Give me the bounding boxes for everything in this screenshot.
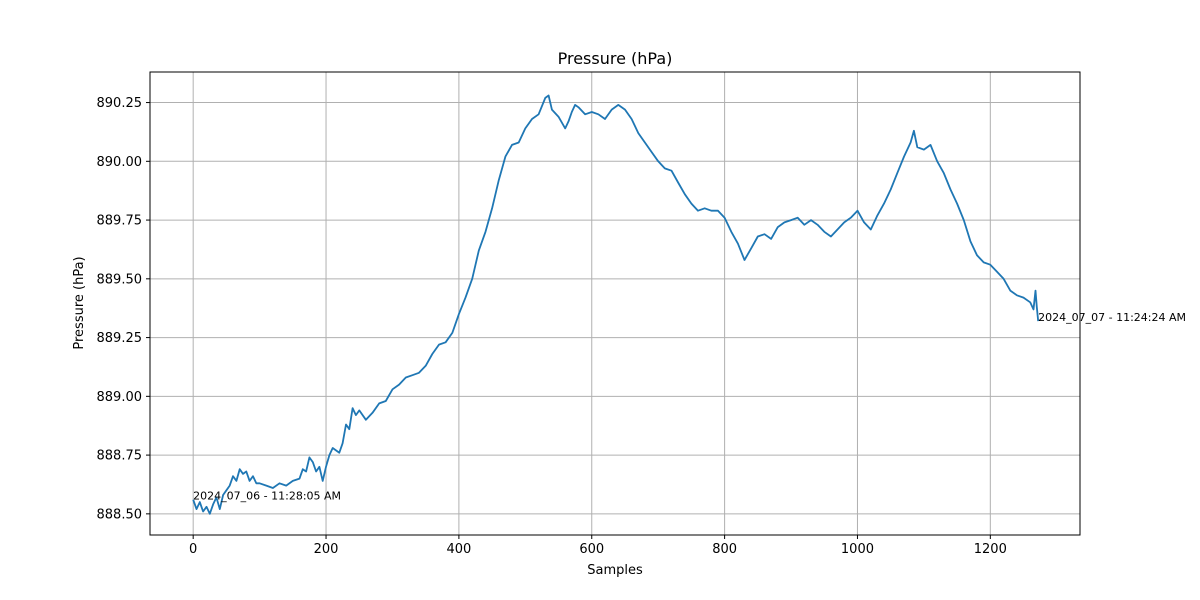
y-tick-label: 889.50 (97, 272, 143, 287)
plot-frame (149, 71, 1081, 536)
chart-title: Pressure (hPa) (558, 49, 673, 68)
x-tick-label: 800 (712, 542, 737, 557)
x-tick-label: 600 (579, 542, 604, 557)
x-tick-label: 200 (314, 542, 339, 557)
y-axis-label: Pressure (hPa) (72, 256, 87, 349)
timestamp-annotation: 2024_07_06 - 11:28:05 AM (193, 490, 341, 503)
annotations: 2024_07_06 - 11:28:05 AM 2024_07_07 - 11:… (193, 311, 1186, 503)
pressure-series-line (192, 94, 1040, 515)
series-layer (192, 94, 1040, 515)
grid-lines (150, 72, 1080, 535)
y-tick-label: 890.00 (97, 155, 143, 170)
axis-ticks: 0 200 400 600 800 1000 1200 888.50 888.75 889.00 8… (97, 96, 1007, 557)
y-tick-label: 888.75 (97, 449, 143, 464)
x-tick-label: 400 (446, 542, 471, 557)
timestamp-annotation: 2024_07_07 - 11:24:24 AM (1038, 311, 1186, 324)
x-tick-label: 1200 (974, 542, 1007, 557)
x-axis-label: Samples (587, 563, 643, 578)
x-tick-label: 1000 (841, 542, 874, 557)
y-tick-label: 889.25 (97, 331, 143, 346)
x-tick-label: 0 (189, 542, 197, 557)
y-tick-label: 888.50 (97, 507, 143, 522)
y-tick-label: 889.00 (97, 390, 143, 405)
y-tick-label: 889.75 (97, 214, 143, 229)
y-tick-label: 890.25 (97, 96, 143, 111)
